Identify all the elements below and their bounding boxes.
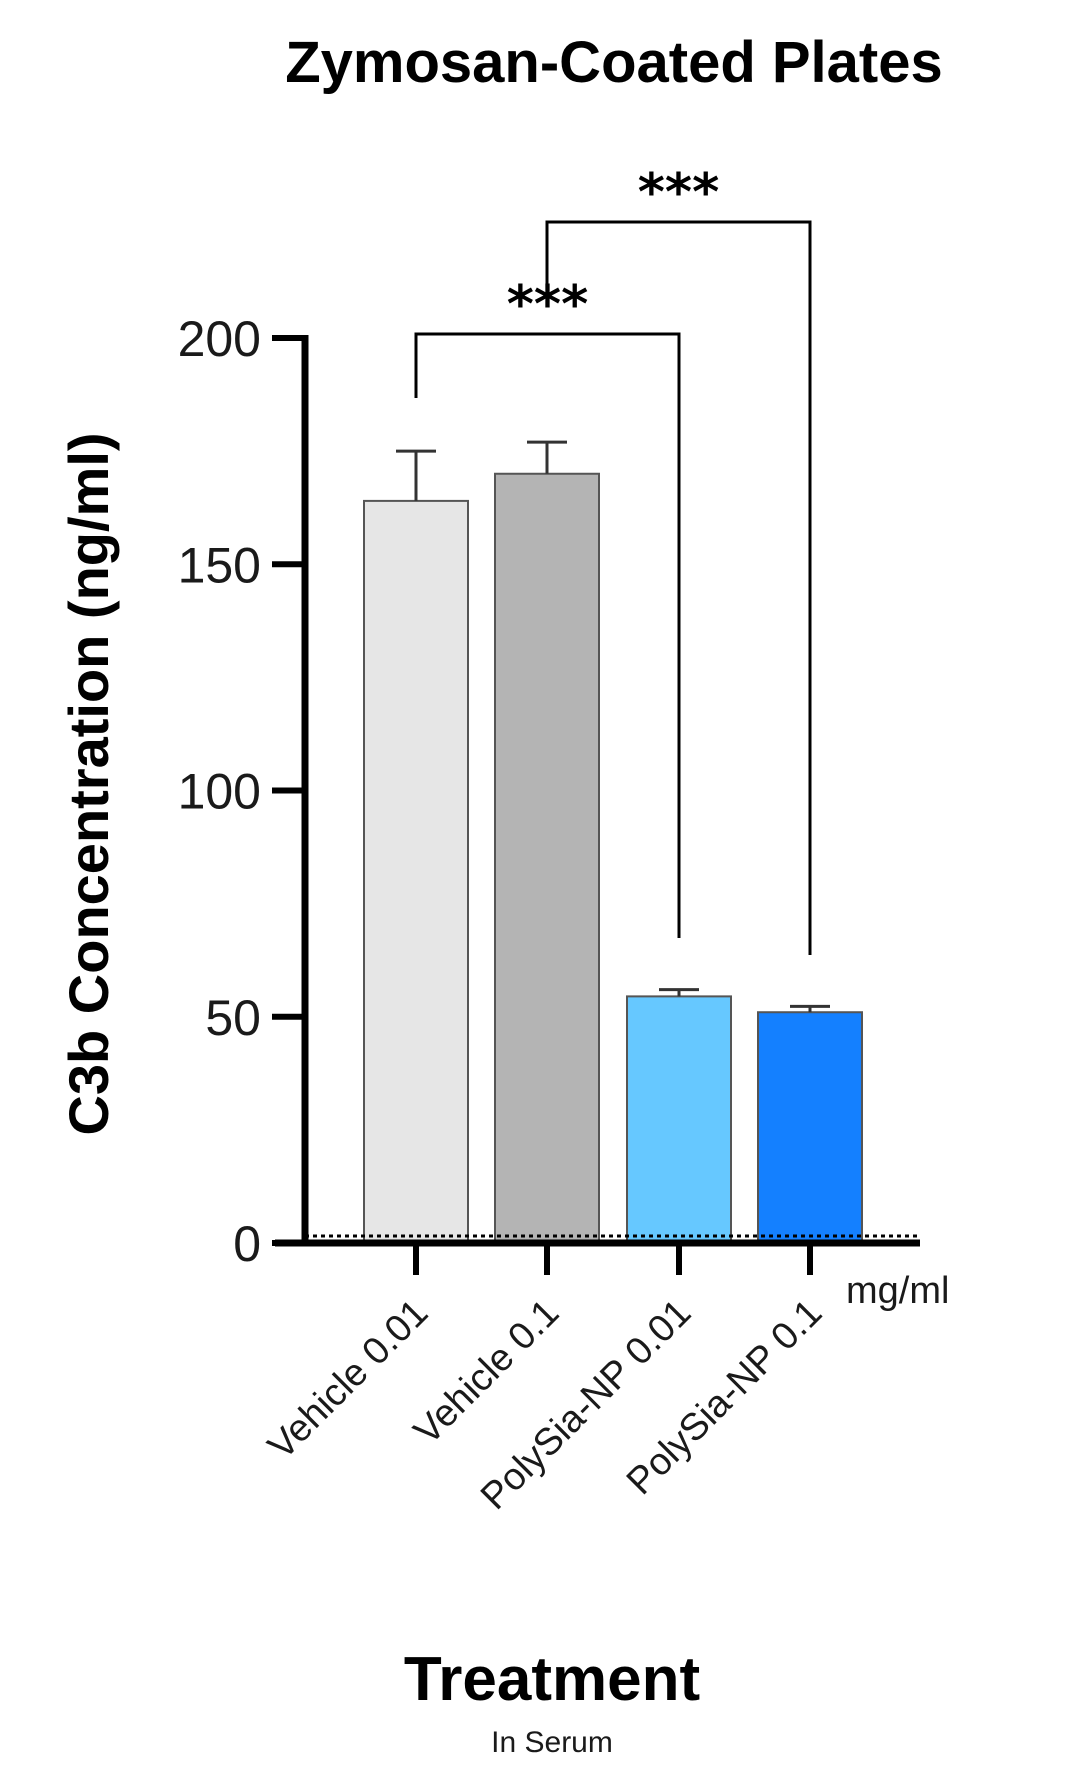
bar: [363, 499, 469, 1244]
bar: [626, 995, 732, 1245]
x-axis-label: Treatment: [404, 1645, 700, 1714]
y-tick-label: 0: [233, 1216, 261, 1272]
significance-bracket: [545, 220, 812, 955]
y-tick-label: 200: [178, 311, 261, 367]
y-axis-label: C3b Concentration (ng/ml): [57, 432, 120, 1135]
y-tick-label: 50: [205, 990, 261, 1046]
unit-label: mg/ml: [846, 1270, 949, 1312]
bar: [494, 472, 600, 1244]
significance-bracket: [414, 332, 681, 938]
x-tick-label: Vehicle 0.01: [260, 1292, 436, 1468]
bar: [757, 1011, 863, 1244]
y-tick-label: 150: [178, 537, 261, 593]
significance-label: ***: [638, 163, 720, 223]
chart-title: Zymosan-Coated Plates: [285, 30, 943, 95]
x-axis-sublabel: In Serum: [491, 1726, 613, 1759]
y-tick-label: 100: [178, 764, 261, 820]
